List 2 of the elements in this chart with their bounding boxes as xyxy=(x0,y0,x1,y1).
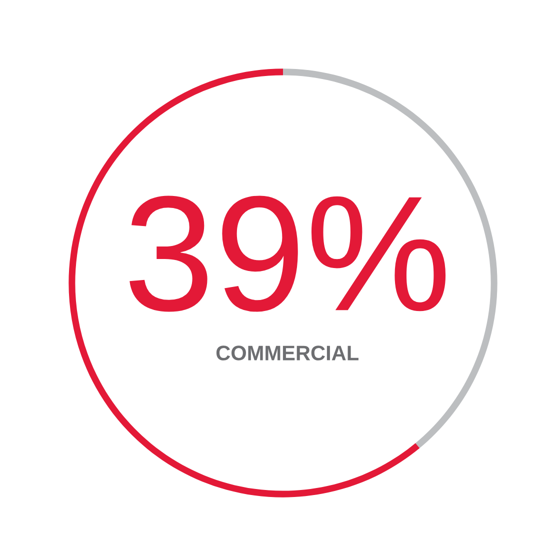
data-label: 39% xyxy=(130,196,446,312)
text: COMMERCIAL xyxy=(216,346,358,360)
